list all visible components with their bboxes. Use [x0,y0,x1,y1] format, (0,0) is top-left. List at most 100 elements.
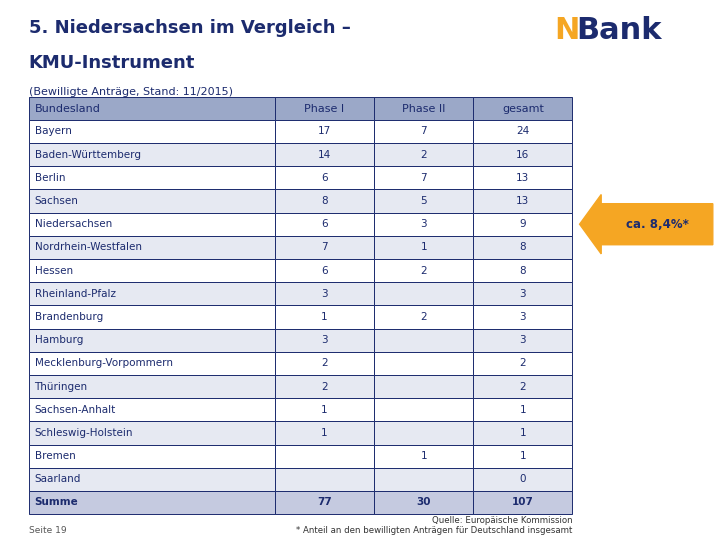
FancyBboxPatch shape [29,236,275,259]
FancyBboxPatch shape [473,97,572,120]
FancyBboxPatch shape [473,120,572,143]
FancyBboxPatch shape [29,328,275,352]
FancyBboxPatch shape [29,421,275,444]
FancyBboxPatch shape [29,306,275,328]
FancyBboxPatch shape [374,352,473,375]
Text: Berlin: Berlin [35,173,65,183]
Text: 1: 1 [520,428,526,438]
FancyBboxPatch shape [275,282,374,306]
FancyBboxPatch shape [29,398,275,421]
FancyBboxPatch shape [374,306,473,328]
Text: Summe: Summe [35,497,78,508]
Text: 17: 17 [318,126,331,137]
Text: 7: 7 [321,242,328,252]
FancyBboxPatch shape [275,421,374,444]
FancyBboxPatch shape [473,328,572,352]
FancyBboxPatch shape [29,166,275,190]
Text: 1: 1 [321,404,328,415]
Text: Quelle: Europäische Kommission: Quelle: Europäische Kommission [432,516,572,525]
Text: 6: 6 [321,266,328,275]
Text: 1: 1 [520,451,526,461]
FancyBboxPatch shape [473,421,572,444]
FancyBboxPatch shape [29,375,275,398]
Text: 1: 1 [321,312,328,322]
FancyBboxPatch shape [275,398,374,421]
FancyBboxPatch shape [29,143,275,166]
Text: 7: 7 [420,173,427,183]
Text: 5. Niedersachsen im Vergleich –: 5. Niedersachsen im Vergleich – [29,19,351,37]
Text: 2: 2 [420,312,427,322]
FancyBboxPatch shape [29,468,275,491]
FancyBboxPatch shape [275,444,374,468]
Text: 2: 2 [321,359,328,368]
Text: 3: 3 [321,335,328,345]
FancyBboxPatch shape [29,444,275,468]
Text: Baden-Württemberg: Baden-Württemberg [35,150,140,160]
Text: Sachsen-Anhalt: Sachsen-Anhalt [35,404,116,415]
FancyBboxPatch shape [374,398,473,421]
FancyBboxPatch shape [29,282,275,306]
FancyBboxPatch shape [29,97,275,120]
Text: Sachsen: Sachsen [35,196,78,206]
Text: 16: 16 [516,150,529,160]
FancyBboxPatch shape [374,166,473,190]
FancyBboxPatch shape [374,375,473,398]
FancyBboxPatch shape [473,213,572,236]
Text: 13: 13 [516,196,529,206]
Text: Seite 19: Seite 19 [29,525,66,535]
Text: Hessen: Hessen [35,266,73,275]
Text: Rheinland-Pfalz: Rheinland-Pfalz [35,289,115,299]
Text: Brandenburg: Brandenburg [35,312,103,322]
Text: Bundesland: Bundesland [35,104,100,113]
Text: 9: 9 [520,219,526,229]
FancyBboxPatch shape [275,491,374,514]
Text: 8: 8 [321,196,328,206]
Text: Schleswig-Holstein: Schleswig-Holstein [35,428,133,438]
Text: 14: 14 [318,150,331,160]
Text: 1: 1 [520,404,526,415]
Text: 24: 24 [516,126,529,137]
Text: Bremen: Bremen [35,451,76,461]
Text: Phase II: Phase II [402,104,446,113]
Text: Hamburg: Hamburg [35,335,83,345]
FancyBboxPatch shape [473,491,572,514]
Text: 6: 6 [321,219,328,229]
Text: 8: 8 [520,242,526,252]
FancyBboxPatch shape [374,143,473,166]
FancyBboxPatch shape [473,166,572,190]
Text: Nordrhein-Westfalen: Nordrhein-Westfalen [35,242,142,252]
Text: Thüringen: Thüringen [35,382,88,392]
FancyBboxPatch shape [275,213,374,236]
FancyBboxPatch shape [473,375,572,398]
FancyBboxPatch shape [275,120,374,143]
FancyBboxPatch shape [275,306,374,328]
Text: 1: 1 [420,451,427,461]
FancyBboxPatch shape [473,306,572,328]
Text: 107: 107 [512,497,534,508]
FancyBboxPatch shape [29,120,275,143]
FancyBboxPatch shape [275,375,374,398]
FancyBboxPatch shape [275,166,374,190]
FancyBboxPatch shape [473,190,572,213]
FancyBboxPatch shape [473,143,572,166]
Text: 0: 0 [520,474,526,484]
FancyBboxPatch shape [29,352,275,375]
Text: 2: 2 [420,266,427,275]
FancyBboxPatch shape [29,259,275,282]
FancyBboxPatch shape [473,352,572,375]
FancyBboxPatch shape [374,120,473,143]
FancyBboxPatch shape [29,213,275,236]
Text: 2: 2 [520,382,526,392]
FancyBboxPatch shape [275,259,374,282]
Text: Saarland: Saarland [35,474,81,484]
Text: 77: 77 [317,497,332,508]
FancyBboxPatch shape [473,259,572,282]
Text: gesamt: gesamt [502,104,544,113]
Text: 3: 3 [520,289,526,299]
FancyBboxPatch shape [374,421,473,444]
FancyBboxPatch shape [275,468,374,491]
Text: 13: 13 [516,173,529,183]
Text: 7: 7 [420,126,427,137]
Text: 3: 3 [321,289,328,299]
Text: Bayern: Bayern [35,126,71,137]
